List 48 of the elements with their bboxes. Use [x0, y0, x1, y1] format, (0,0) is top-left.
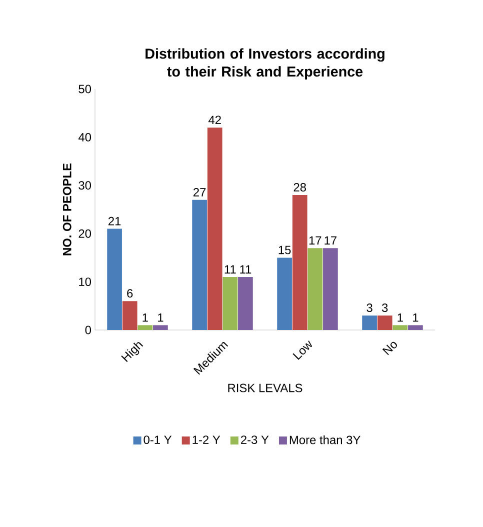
- data-label: 3: [382, 304, 388, 312]
- legend-label: 0-1 Y: [144, 436, 172, 444]
- x-axis-title: RISK LEVALS: [228, 384, 302, 392]
- data-label: 17: [309, 236, 322, 245]
- y-tick-label: 30: [78, 181, 92, 190]
- data-label: 27: [193, 188, 206, 196]
- data-label: 11: [240, 265, 252, 274]
- legend-label: 1-2 Y: [192, 436, 220, 444]
- bar: [308, 248, 323, 330]
- data-label: 6: [127, 289, 133, 298]
- legend-label: 2-3 Y: [240, 436, 269, 444]
- y-tick-label: 0: [85, 326, 92, 334]
- legend-label: More than 3Y: [290, 435, 360, 444]
- data-label: 1: [413, 313, 418, 322]
- data-label: 28: [294, 183, 306, 192]
- bar: [323, 248, 338, 330]
- data-label: 1: [142, 313, 148, 322]
- y-axis-title: NO. OF PEOPLE: [62, 163, 72, 256]
- y-tick-label: 50: [78, 84, 92, 94]
- y-tick-label: 20: [78, 229, 92, 238]
- bar: [238, 276, 253, 330]
- data-label: 15: [278, 246, 291, 254]
- x-tick-label: No: [382, 342, 397, 356]
- chart-title: Distribution of Investors according to their Risk and Experience: [146, 48, 384, 80]
- data-label: 17: [324, 236, 336, 245]
- bar: [408, 325, 423, 330]
- bar: [362, 316, 377, 330]
- bar: [377, 316, 392, 330]
- bar: [107, 228, 122, 330]
- x-tick-label: High: [121, 342, 144, 362]
- data-label: 1: [158, 313, 164, 322]
- bar: [392, 325, 408, 330]
- bar: [153, 325, 168, 330]
- bar: [277, 258, 292, 330]
- data-label: 1: [398, 313, 403, 322]
- y-tick-label: 10: [79, 278, 92, 286]
- data-label: 21: [108, 216, 121, 226]
- bar: [222, 276, 238, 330]
- bar: [292, 195, 308, 330]
- bar: [207, 128, 222, 330]
- bar: [122, 301, 138, 330]
- x-tick-label: Low: [292, 340, 312, 360]
- data-label: 3: [366, 304, 372, 312]
- y-tick-label: 40: [78, 132, 92, 142]
- bar: [192, 200, 207, 330]
- data-label: 42: [208, 116, 221, 124]
- data-label: 11: [224, 265, 236, 274]
- bar: [138, 325, 153, 330]
